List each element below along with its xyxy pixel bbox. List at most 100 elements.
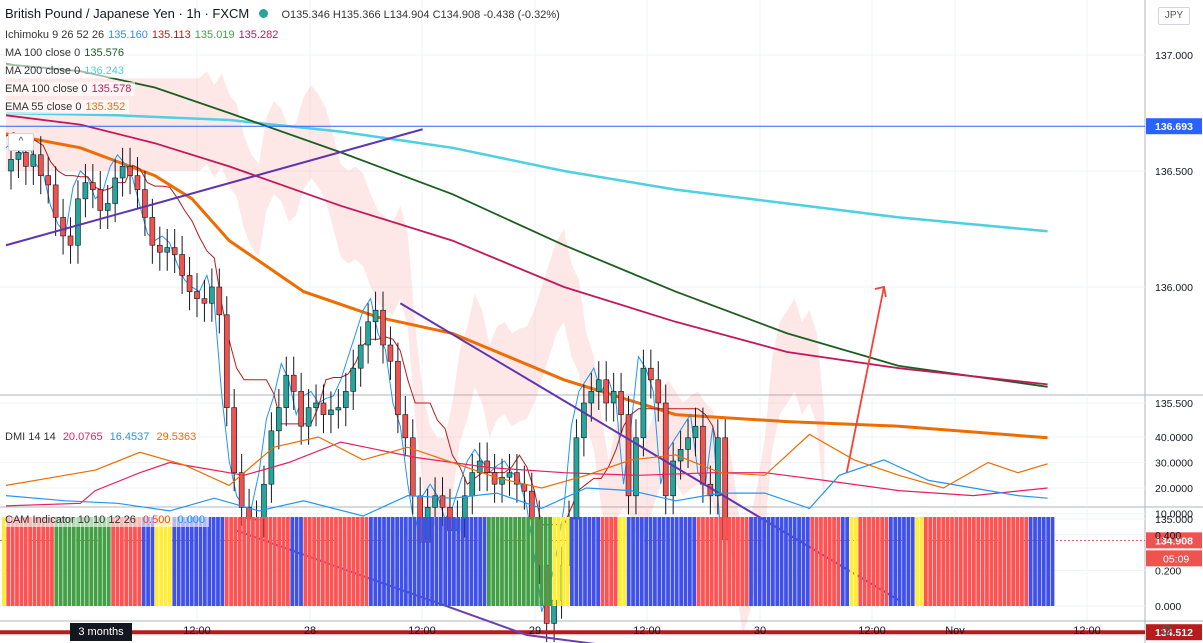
cam-bar — [412, 517, 417, 606]
countdown-box — [1146, 550, 1202, 567]
cam-bar — [854, 517, 858, 606]
cam-bar — [168, 517, 172, 606]
cam-bar — [395, 517, 400, 606]
candle — [75, 198, 81, 246]
cam-bar — [98, 517, 102, 606]
indicator-value: 136.243 — [84, 65, 124, 77]
cam-bar — [189, 517, 194, 606]
cam-bar — [329, 517, 334, 606]
cam-bar — [486, 517, 491, 606]
cam-bar — [1006, 517, 1011, 606]
time-tick-label: 30 — [754, 625, 766, 637]
cam-bar — [696, 517, 701, 606]
candle — [164, 247, 171, 253]
cam-bar — [137, 517, 142, 606]
cam-bar — [932, 517, 937, 606]
cam-bar — [1020, 517, 1024, 606]
indicator-legend[interactable]: MA 100 close 0 135.576 — [5, 46, 128, 60]
candle — [60, 217, 66, 237]
cam-bar — [770, 517, 775, 606]
candle — [625, 414, 632, 497]
candle — [268, 430, 275, 485]
indicator-value: 135.576 — [84, 47, 124, 59]
candle — [506, 472, 513, 478]
candle — [194, 291, 200, 299]
cam-bar — [460, 517, 465, 606]
cam-bar — [526, 517, 531, 606]
symbol-title[interactable]: British Pound / Japanese Yen · 1h · FXCM — [5, 6, 250, 21]
cam-tick-label: 0.000 — [1155, 601, 1181, 613]
cam-bar — [736, 517, 740, 606]
cam-bar — [102, 517, 107, 606]
currency-badge[interactable]: JPY — [1158, 7, 1190, 25]
cam-bar — [836, 517, 841, 606]
candle — [238, 472, 245, 508]
candle — [313, 402, 319, 408]
candle — [335, 407, 342, 411]
indicator-legend[interactable]: MA 200 close 0 136.243 — [5, 64, 128, 78]
cam-bar — [971, 517, 976, 606]
collapse-legend-button[interactable]: ^ — [8, 133, 34, 151]
cam-bar — [50, 517, 54, 606]
cam-bar — [784, 517, 788, 606]
indicator-legend[interactable]: EMA 55 close 0 135.352 — [5, 100, 130, 114]
cam-bar — [609, 517, 614, 606]
candle — [588, 391, 595, 404]
candle — [357, 344, 364, 369]
candle — [395, 360, 401, 415]
cam-pane[interactable] — [2, 517, 1055, 606]
cam-bar — [434, 517, 439, 606]
cam-bar — [15, 517, 19, 606]
indicator-value: 135.578 — [91, 83, 132, 95]
cam-bar — [749, 517, 753, 606]
ma200-line — [5, 111, 1048, 233]
cam-bar — [985, 517, 989, 606]
cam-bar — [194, 517, 199, 606]
price-axis[interactable]: 137.000 136.500 136.000 135.500 135.000 134.5… — [1146, 50, 1202, 642]
cam-bar — [150, 517, 155, 606]
cam-bar — [928, 517, 933, 606]
candle — [283, 374, 290, 408]
indicator-legend[interactable]: Ichimoku 9 26 52 26 135.160 135.113 135.019… — [5, 28, 283, 42]
candle — [581, 402, 587, 439]
cam-bar — [591, 517, 596, 606]
cam-bar — [41, 517, 46, 606]
cam-bar — [264, 517, 268, 606]
cam-bar — [613, 517, 618, 606]
indicator-value: 135.160 — [108, 29, 148, 41]
cam-bar — [950, 517, 954, 606]
cam-bar — [639, 517, 644, 606]
trendline — [526, 634, 596, 643]
candle — [231, 407, 237, 473]
cam-bar — [714, 517, 718, 606]
cam-bar — [63, 517, 67, 606]
cam-bar — [880, 517, 884, 606]
candle — [320, 402, 327, 415]
cam-bar — [867, 517, 871, 606]
cam-bar — [701, 517, 705, 606]
range-button-3-months[interactable]: 3 months — [70, 623, 132, 641]
cam-bar — [430, 517, 434, 606]
cam-bar — [386, 517, 391, 606]
gear-icon[interactable]: ⚙ — [1160, 622, 1173, 638]
indicator-label: MA 200 close 0 — [5, 65, 81, 77]
cam-bar — [1024, 517, 1029, 606]
indicator-label: EMA 100 close 0 — [5, 83, 88, 95]
dmi-value-adx: 29.5363 — [156, 431, 197, 443]
cam-bar — [294, 517, 299, 606]
indicator-legend[interactable]: EMA 100 close 0 135.578 — [5, 82, 136, 96]
candle — [186, 275, 193, 292]
time-axis[interactable]: 12:00 28 12:00 29 12:00 30 12:00 Nov 12:00 — [183, 625, 1101, 637]
cam-bar — [805, 517, 810, 606]
cam-bar — [539, 517, 544, 606]
cam-bar — [303, 517, 308, 606]
dmi-pane[interactable] — [5, 433, 1048, 517]
cam-bar — [570, 517, 574, 606]
cam-bar — [119, 517, 124, 606]
candle — [37, 154, 44, 176]
cam-bar — [320, 517, 325, 606]
cam-bar — [207, 517, 212, 606]
cam-bar — [347, 517, 351, 606]
cam-bar — [58, 517, 63, 606]
